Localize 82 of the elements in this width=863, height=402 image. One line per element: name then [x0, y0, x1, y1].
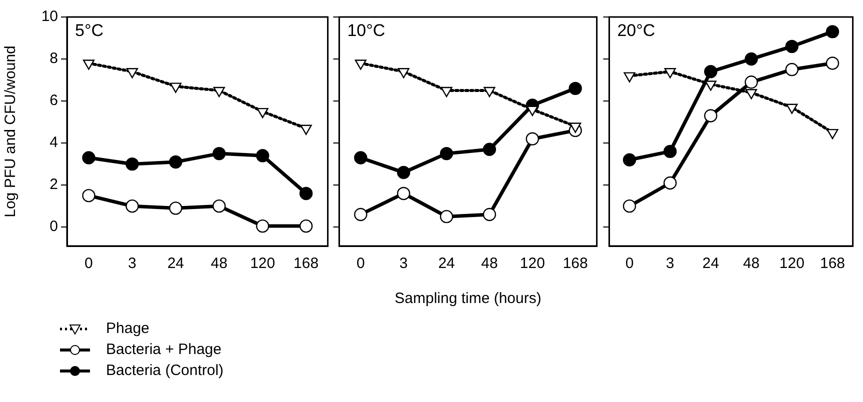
x-tick-label: 168 [562, 255, 588, 272]
point [744, 76, 758, 89]
x-tick-label: 3 [128, 255, 136, 272]
point [212, 199, 226, 213]
y-tick-label: 8 [50, 50, 58, 68]
point [482, 208, 496, 222]
y-tick-label: 6 [50, 92, 58, 110]
point [440, 146, 454, 160]
point [624, 72, 636, 82]
point [570, 122, 582, 133]
point [354, 60, 366, 70]
point [300, 124, 312, 135]
legend-label: Phage [106, 320, 150, 337]
point [299, 186, 313, 200]
point [664, 68, 676, 78]
point [622, 199, 636, 213]
y-tick-label: 4 [50, 134, 58, 152]
point [826, 128, 838, 140]
point [169, 155, 182, 169]
chart-title: 5°C [75, 21, 104, 40]
point [785, 40, 798, 54]
point [170, 82, 182, 93]
y-axis-title: Log PFU and CFU/wound [2, 46, 20, 218]
x-tick-label: 120 [779, 255, 804, 272]
x-tick-label: 48 [742, 255, 760, 272]
point [82, 188, 96, 202]
point [256, 108, 268, 118]
point [256, 149, 270, 162]
x-tick-label: 3 [666, 255, 674, 272]
point [826, 25, 840, 38]
point [664, 176, 677, 190]
point [704, 65, 718, 78]
chart-title: 20°C [617, 21, 656, 40]
point [354, 208, 368, 222]
x-tick-label: 0 [84, 255, 93, 272]
point [212, 146, 226, 160]
point [126, 68, 138, 78]
point [397, 186, 410, 200]
y-tick-label: 2 [50, 176, 58, 194]
point [82, 60, 95, 70]
point [482, 142, 496, 156]
x-axis-title: Sampling time (hours) [394, 290, 542, 308]
x-tick-label: 120 [520, 255, 545, 272]
point [664, 144, 677, 158]
x-tick-label: 168 [294, 255, 319, 272]
point [82, 151, 96, 164]
point [826, 56, 840, 70]
x-tick-label: 0 [625, 255, 634, 272]
point [484, 86, 496, 98]
legend-label: Bacteria + Phage [106, 341, 222, 358]
point [299, 219, 313, 233]
x-tick-label: 24 [167, 255, 184, 272]
chart-title: 10°C [347, 21, 386, 40]
x-tick-label: 120 [250, 255, 276, 272]
legend-label: Bacteria (Control) [106, 362, 224, 379]
x-tick-label: 48 [210, 255, 228, 272]
point [744, 52, 758, 66]
point [440, 210, 454, 224]
point [213, 86, 225, 98]
point [785, 62, 798, 76]
x-tick-label: 48 [481, 255, 498, 272]
x-tick-label: 0 [356, 255, 365, 272]
x-tick-label: 24 [702, 255, 720, 272]
point [622, 153, 636, 166]
point [169, 202, 182, 215]
point [526, 132, 539, 146]
point [440, 86, 452, 98]
point [256, 219, 270, 233]
point [568, 82, 582, 96]
x-tick-label: 3 [399, 255, 408, 272]
y-tick-label: 0 [50, 218, 58, 236]
point [354, 151, 368, 164]
point [398, 68, 410, 78]
x-tick-label: 24 [438, 255, 455, 272]
point [126, 199, 139, 213]
point [746, 89, 758, 100]
point [704, 109, 718, 122]
point [397, 166, 410, 180]
point [786, 104, 798, 114]
point [126, 157, 139, 171]
x-tick-label: 168 [820, 255, 846, 272]
y-tick-label: 10 [41, 8, 58, 26]
